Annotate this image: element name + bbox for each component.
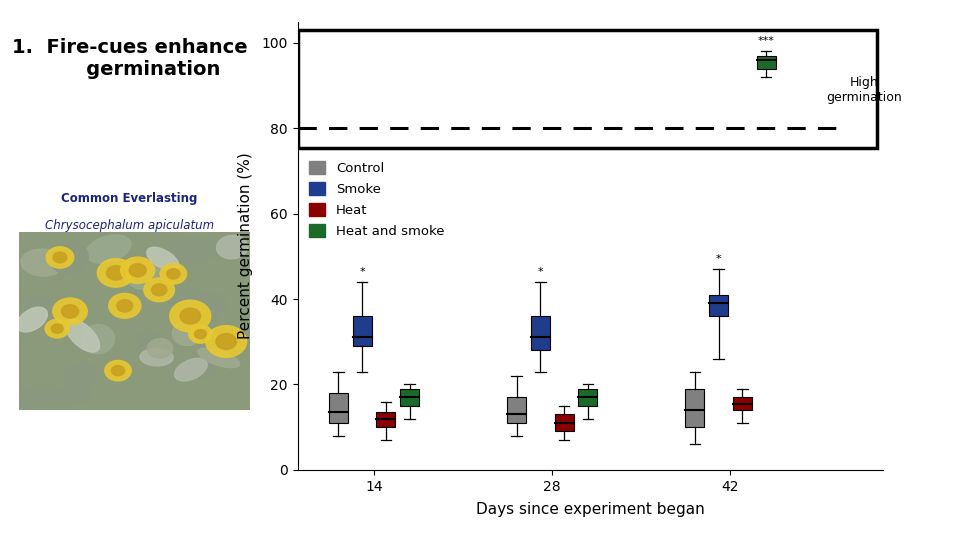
Circle shape [105,360,132,381]
Ellipse shape [127,266,167,289]
Bar [732,397,752,410]
Ellipse shape [32,386,75,407]
Bar [400,389,420,406]
Circle shape [46,247,74,268]
Ellipse shape [51,242,88,274]
Y-axis label: Percent germination (%): Percent germination (%) [238,152,253,339]
Ellipse shape [85,235,131,263]
Ellipse shape [165,238,218,264]
Circle shape [107,266,125,280]
Circle shape [170,300,211,332]
Circle shape [51,324,63,333]
Ellipse shape [26,296,55,312]
Circle shape [180,308,201,324]
Ellipse shape [217,235,248,259]
Ellipse shape [199,292,228,311]
Text: High
germination: High germination [827,76,902,104]
Text: ***: *** [757,36,775,46]
Ellipse shape [135,330,159,349]
Ellipse shape [65,363,97,387]
Ellipse shape [65,319,100,352]
Ellipse shape [140,349,173,366]
Ellipse shape [192,356,215,379]
Ellipse shape [198,348,240,368]
Ellipse shape [147,247,179,271]
Circle shape [45,319,69,338]
Circle shape [97,259,134,287]
Bar [555,414,573,431]
Bar [531,316,550,350]
Bar [352,316,372,346]
Bar [756,56,776,69]
Circle shape [130,264,146,277]
Circle shape [144,278,175,302]
Ellipse shape [21,249,64,276]
Text: *: * [538,267,543,277]
Circle shape [216,334,236,349]
Circle shape [167,269,180,279]
Bar [709,295,728,316]
Bar [578,389,597,406]
Text: *: * [359,267,365,277]
Circle shape [53,252,67,263]
Circle shape [61,305,79,318]
Circle shape [108,293,141,318]
Circle shape [53,298,87,325]
Ellipse shape [82,325,114,354]
Ellipse shape [175,358,207,381]
Bar [685,389,705,427]
Bar [298,30,876,147]
Text: 1.  Fire-cues enhance
       germination: 1. Fire-cues enhance germination [12,38,248,79]
Ellipse shape [172,321,203,346]
Ellipse shape [17,307,47,332]
Ellipse shape [147,339,173,358]
Ellipse shape [12,387,53,409]
Bar [376,412,396,427]
Circle shape [111,366,125,376]
Ellipse shape [169,289,221,319]
Circle shape [205,326,247,357]
Text: *: * [716,254,721,264]
X-axis label: Days since experiment began: Days since experiment began [476,502,705,517]
Ellipse shape [41,308,71,336]
Ellipse shape [64,370,93,404]
Circle shape [121,257,155,284]
Circle shape [189,325,212,343]
Circle shape [117,300,132,312]
Bar [507,397,526,423]
Circle shape [195,329,206,339]
Circle shape [160,264,186,284]
Text: Chrysocephalum apiculatum: Chrysocephalum apiculatum [45,219,214,232]
Circle shape [152,284,167,296]
Bar [328,393,348,423]
Legend: Control, Smoke, Heat, Heat and smoke: Control, Smoke, Heat, Heat and smoke [304,156,449,244]
Text: Common Everlasting: Common Everlasting [61,192,198,205]
